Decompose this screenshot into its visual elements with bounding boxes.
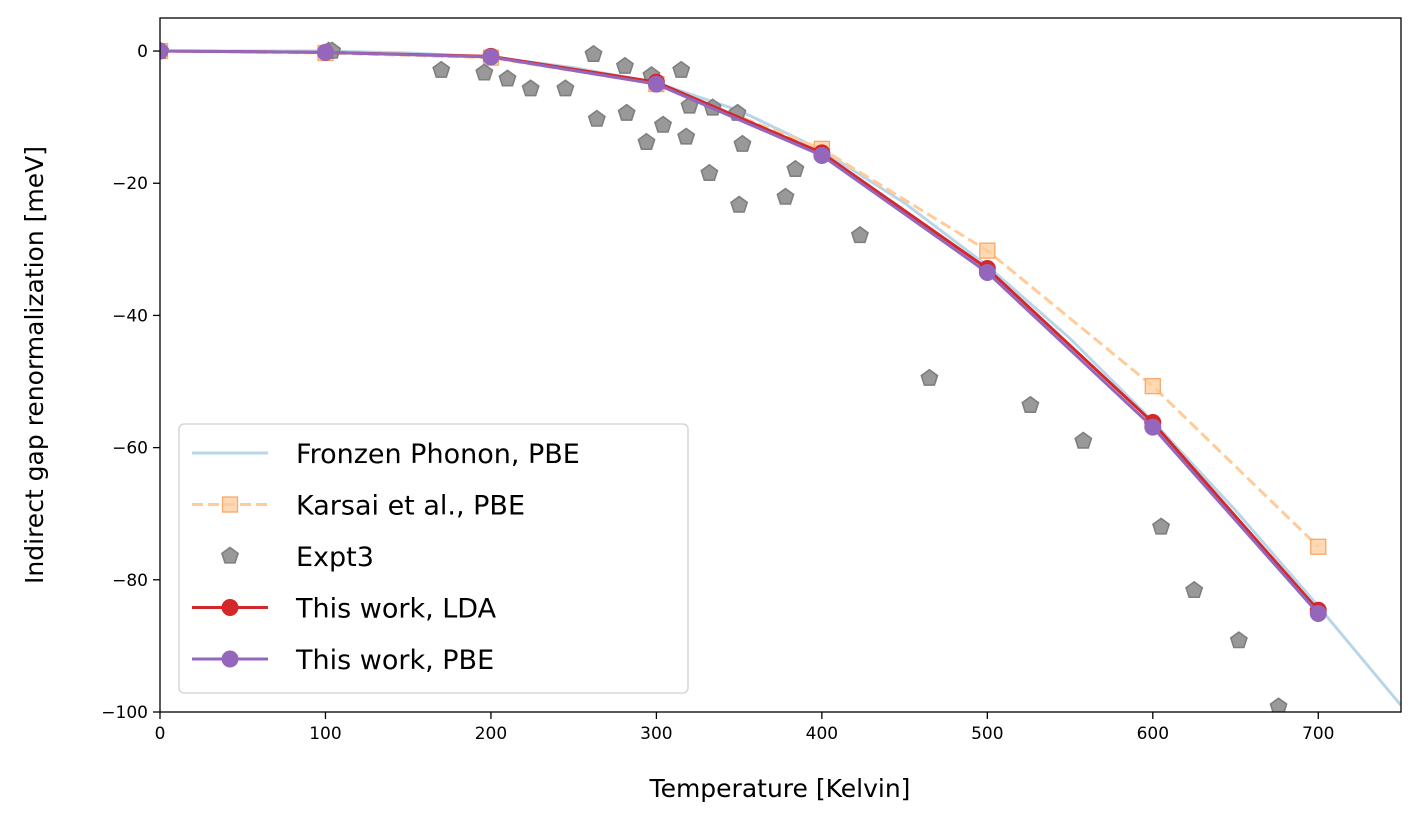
series-4	[160, 42, 1327, 623]
data-point	[920, 368, 939, 386]
y-tick-label: −80	[112, 571, 148, 591]
data-point	[730, 195, 749, 213]
x-axis: 0 100 200 300 400 500 600 700	[155, 712, 1334, 744]
data-point	[700, 163, 719, 181]
x-tick-label: 100	[309, 724, 341, 744]
y-axis-title: Indirect gap renormalization [meV]	[20, 146, 49, 584]
legend-item: This work, PBE	[192, 645, 494, 676]
y-tick-label: −100	[101, 703, 148, 723]
data-point	[1074, 431, 1093, 449]
data-point	[1185, 580, 1204, 599]
legend: Fronzen Phonon, PBE Karsai et al., PBE Exp…	[178, 423, 689, 694]
data-point	[432, 60, 451, 78]
data-point	[587, 109, 606, 127]
data-point	[637, 132, 656, 150]
data-point	[498, 69, 517, 87]
data-point	[556, 79, 575, 97]
x-tick-label: 500	[971, 724, 1003, 744]
legend-item: Expt3	[220, 542, 374, 573]
data-point	[733, 134, 752, 152]
legend-marker-swatch	[221, 599, 239, 616]
data-point	[1144, 418, 1162, 436]
data-point	[786, 159, 805, 178]
data-point	[813, 146, 831, 164]
legend-label: Expt3	[296, 542, 374, 573]
x-tick-label: 600	[1137, 724, 1169, 744]
legend-item: Fronzen Phonon, PBE	[192, 439, 580, 470]
data-point	[1310, 538, 1327, 555]
data-point	[615, 56, 634, 74]
y-tick-label: −60	[112, 439, 148, 459]
data-point	[1269, 697, 1288, 712]
data-point	[521, 79, 540, 97]
data-point	[617, 103, 636, 121]
data-point	[1152, 517, 1171, 535]
x-tick-label: 200	[475, 724, 507, 744]
y-tick-label: 0	[137, 42, 148, 62]
x-axis-title: Temperature [Kelvin]	[649, 774, 911, 803]
legend-label: This work, LDA	[295, 594, 497, 625]
legend-label: This work, PBE	[295, 645, 494, 676]
legend-box	[178, 423, 689, 694]
plot-frame	[159, 17, 1402, 713]
y-tick-label: −20	[112, 174, 148, 194]
data-point	[584, 44, 603, 63]
series-line	[160, 49, 1320, 615]
legend-marker-swatch	[221, 496, 239, 513]
series-layer	[160, 41, 1401, 712]
data-point	[978, 263, 996, 281]
x-tick-label: 300	[640, 724, 672, 744]
data-point	[475, 63, 494, 81]
data-point	[647, 75, 665, 93]
data-point	[1229, 631, 1248, 649]
legend-marker-swatch	[221, 650, 239, 668]
data-point	[1309, 605, 1327, 623]
data-point	[776, 187, 795, 205]
data-point	[482, 48, 500, 66]
legend-item: Karsai et al., PBE	[192, 491, 525, 522]
data-point	[979, 242, 996, 259]
legend-label: Karsai et al., PBE	[296, 491, 525, 522]
legend-label: Fronzen Phonon, PBE	[296, 439, 580, 470]
data-point	[1144, 378, 1161, 395]
data-point	[160, 42, 169, 60]
data-point	[677, 127, 696, 145]
data-point	[653, 115, 673, 133]
data-point	[672, 60, 691, 78]
data-point	[850, 225, 869, 244]
legend-item: This work, LDA	[192, 594, 497, 625]
legend-marker-swatch	[220, 546, 240, 564]
x-tick-label: 400	[806, 724, 838, 744]
y-axis: −100 −80 −60 −40 −20 0	[101, 42, 160, 723]
x-tick-label: 0	[155, 724, 166, 744]
data-point	[1021, 395, 1040, 413]
y-tick-label: −40	[112, 306, 148, 326]
x-tick-label: 700	[1302, 724, 1334, 744]
data-point	[316, 43, 334, 61]
